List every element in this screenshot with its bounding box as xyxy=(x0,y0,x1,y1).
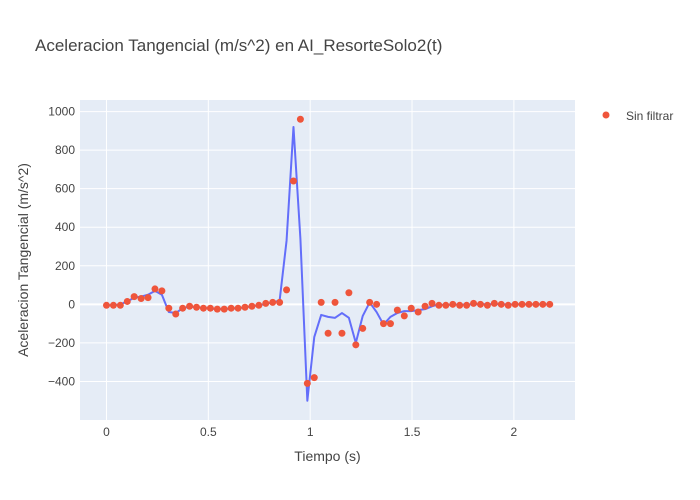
data-point xyxy=(255,301,263,309)
data-point xyxy=(186,302,194,310)
data-point xyxy=(123,297,131,305)
data-point xyxy=(303,379,311,387)
data-point xyxy=(442,301,450,309)
data-point xyxy=(421,302,429,310)
data-point xyxy=(137,295,145,303)
data-point xyxy=(338,329,346,337)
data-point xyxy=(532,300,540,308)
data-point xyxy=(213,305,221,313)
y-tick-label: 1000 xyxy=(48,105,75,119)
y-tick-label: −400 xyxy=(48,374,75,388)
data-point xyxy=(116,301,124,309)
data-point xyxy=(102,301,110,309)
data-point xyxy=(476,300,484,308)
data-point xyxy=(504,301,512,309)
data-point xyxy=(310,374,318,382)
data-point xyxy=(345,289,353,297)
y-tick-label: 600 xyxy=(55,182,75,196)
x-axis-label: Tiempo (s) xyxy=(294,448,360,464)
x-tick-label: 1 xyxy=(307,425,314,439)
data-point xyxy=(470,299,478,307)
y-tick-label: −200 xyxy=(48,336,75,350)
data-point xyxy=(165,304,173,312)
data-point xyxy=(352,341,360,349)
x-tick-label: 0 xyxy=(103,425,110,439)
data-point xyxy=(511,300,519,308)
x-tick-label: 2 xyxy=(511,425,518,439)
data-point xyxy=(234,304,242,312)
data-point xyxy=(289,177,297,185)
x-tick-label: 1.5 xyxy=(404,425,421,439)
data-point xyxy=(276,298,284,306)
data-point xyxy=(483,301,491,309)
data-point xyxy=(373,300,381,308)
data-point xyxy=(380,320,388,328)
data-point xyxy=(359,324,367,332)
y-tick-labels: −400 −200 0 200 400 600 800 1000 xyxy=(48,105,75,389)
chart-title: Aceleracion Tangencial (m/s^2) en AI_Res… xyxy=(35,36,442,55)
data-point xyxy=(227,304,235,312)
data-point xyxy=(324,329,332,337)
legend[interactable]: Sin filtrar xyxy=(602,109,674,123)
data-point xyxy=(518,300,526,308)
x-tick-labels: 0 0.5 1 1.5 2 xyxy=(103,425,517,439)
data-point xyxy=(199,304,207,312)
data-point xyxy=(449,300,457,308)
data-point xyxy=(179,304,187,312)
data-point xyxy=(497,300,505,308)
data-point xyxy=(386,320,394,328)
data-point xyxy=(158,287,166,295)
y-tick-label: 0 xyxy=(68,297,75,311)
data-point xyxy=(172,310,180,318)
data-point xyxy=(463,301,471,309)
data-point xyxy=(546,300,554,308)
data-point xyxy=(331,298,339,306)
data-point xyxy=(296,115,304,123)
y-axis-label: Aceleracion Tangencial (m/s^2) xyxy=(15,163,31,357)
data-point xyxy=(428,299,436,307)
legend-marker xyxy=(602,111,610,119)
data-point xyxy=(262,299,270,307)
data-point xyxy=(366,298,374,306)
data-point xyxy=(456,301,464,309)
data-point xyxy=(248,302,256,310)
data-point xyxy=(109,301,117,309)
data-point xyxy=(435,301,443,309)
data-point xyxy=(414,308,422,316)
y-tick-label: 800 xyxy=(55,143,75,157)
data-point xyxy=(490,299,498,307)
data-point xyxy=(130,293,138,301)
grid xyxy=(80,100,575,420)
data-point xyxy=(407,304,415,312)
legend-label: Sin filtrar xyxy=(626,109,673,123)
data-point xyxy=(400,312,408,320)
data-point xyxy=(220,305,228,313)
data-point xyxy=(317,298,325,306)
data-point xyxy=(144,294,152,302)
x-tick-label: 0.5 xyxy=(200,425,217,439)
data-point xyxy=(151,285,159,293)
marker-series xyxy=(102,115,554,387)
data-point xyxy=(241,303,249,311)
data-point xyxy=(206,304,214,312)
y-tick-label: 200 xyxy=(55,259,75,273)
data-point xyxy=(393,306,401,314)
data-point xyxy=(525,300,533,308)
data-point xyxy=(539,300,547,308)
plot-area xyxy=(80,100,575,420)
data-point xyxy=(269,298,277,306)
data-point xyxy=(193,303,201,311)
data-point xyxy=(283,286,291,294)
y-tick-label: 400 xyxy=(55,220,75,234)
